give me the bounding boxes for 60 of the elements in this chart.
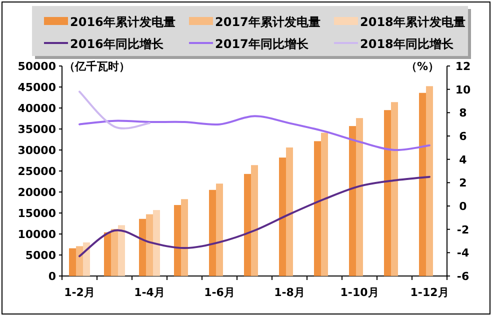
y-tick-label: 35000 xyxy=(18,123,56,136)
y2-tick-label: 4 xyxy=(459,153,468,166)
bar xyxy=(419,92,426,276)
y-tick-label: 0 xyxy=(48,270,56,283)
bar xyxy=(83,242,90,276)
bar xyxy=(111,228,118,276)
bar xyxy=(216,184,223,276)
bar xyxy=(139,218,146,276)
bar xyxy=(104,232,111,276)
y-tick-label: 15000 xyxy=(18,207,56,220)
bar xyxy=(384,110,391,276)
y-axis-title: （亿千瓦时） xyxy=(64,60,130,73)
bar xyxy=(251,165,258,276)
y-tick-label: 25000 xyxy=(18,165,56,178)
bar xyxy=(153,210,160,276)
bar xyxy=(391,102,398,276)
x-tick-label: 1-8月 xyxy=(274,286,305,299)
bar xyxy=(146,214,153,276)
bar xyxy=(286,147,293,276)
x-tick-label: 1-6月 xyxy=(204,286,235,299)
legend-label: 2017年同比增长 xyxy=(215,37,310,51)
y2-tick-label: 2 xyxy=(459,176,467,190)
bar xyxy=(321,132,328,276)
y-tick-label: 20000 xyxy=(18,186,56,199)
bar xyxy=(279,158,286,276)
y2-tick-label: 12 xyxy=(455,60,471,73)
y2-tick-label: 6 xyxy=(459,130,468,143)
bar xyxy=(244,174,251,276)
y-tick-label: 50000 xyxy=(18,60,56,73)
y2-tick-label: 8 xyxy=(459,106,467,120)
bar xyxy=(118,225,125,276)
legend-label: 2017年累计发电量 xyxy=(215,15,320,29)
x-tick-label: 1-2月 xyxy=(64,286,95,299)
y-tick-label: 5000 xyxy=(25,249,56,262)
legend-label: 2016年累计发电量 xyxy=(70,15,176,29)
y2-tick-label: -6 xyxy=(456,270,470,283)
bar xyxy=(426,86,433,276)
legend-label: 2018年同比增长 xyxy=(360,37,454,51)
x-tick-label: 1-4月 xyxy=(134,286,165,299)
y-tick-label: 40000 xyxy=(18,102,56,115)
bar xyxy=(314,141,321,276)
y2-tick-label: 0 xyxy=(459,200,468,213)
y2-axis-title: （%） xyxy=(406,60,439,73)
y2-tick-label: -2 xyxy=(456,223,470,236)
bar xyxy=(181,199,188,276)
bar xyxy=(174,205,181,276)
bar xyxy=(356,118,363,276)
legend-label: 2018年累计发电量 xyxy=(360,15,466,29)
bar xyxy=(76,246,83,276)
bar xyxy=(69,248,76,276)
y2-tick-label: -4 xyxy=(456,246,470,260)
y-tick-label: 10000 xyxy=(18,228,56,241)
y-tick-label: 30000 xyxy=(18,144,56,157)
y2-tick-label: 10 xyxy=(455,83,471,96)
bar xyxy=(209,190,216,276)
y-tick-label: 45000 xyxy=(18,81,56,94)
x-tick-label: 1-12月 xyxy=(410,286,449,299)
x-tick-label: 1-10月 xyxy=(340,286,379,299)
bar xyxy=(349,126,356,276)
legend-label: 2016年同比增长 xyxy=(70,37,164,51)
